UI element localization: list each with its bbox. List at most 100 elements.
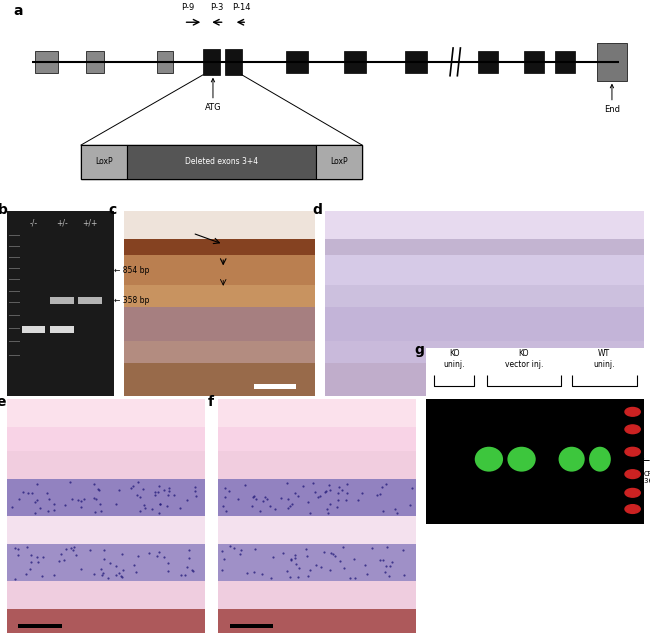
Point	[315, 491, 325, 501]
Point	[285, 500, 295, 511]
Point	[286, 555, 296, 566]
Point	[380, 567, 391, 577]
Point	[105, 557, 115, 567]
Point	[313, 491, 323, 502]
Bar	[127, 145, 316, 179]
Point	[384, 561, 395, 571]
Point	[44, 494, 54, 504]
Point	[25, 564, 35, 574]
Point	[353, 495, 363, 505]
Point	[38, 552, 48, 562]
Point	[251, 494, 261, 504]
Point	[324, 499, 335, 509]
Point	[42, 488, 52, 498]
Bar	[580, 384, 625, 389]
Point	[257, 497, 268, 507]
Ellipse shape	[474, 447, 503, 472]
Text: c: c	[108, 203, 116, 217]
Bar	[218, 610, 416, 633]
Point	[289, 553, 300, 564]
Point	[240, 480, 250, 490]
Point	[162, 490, 173, 500]
Point	[278, 548, 288, 558]
Bar	[218, 544, 416, 581]
Text: ← 358 bp: ← 358 bp	[114, 296, 150, 305]
Point	[287, 499, 297, 509]
Circle shape	[625, 488, 640, 497]
Bar	[325, 211, 644, 239]
Point	[337, 485, 347, 495]
Point	[60, 544, 71, 554]
Point	[342, 488, 352, 498]
Point	[191, 491, 202, 501]
Text: +/-: +/-	[57, 219, 68, 227]
Point	[218, 500, 228, 511]
Point	[34, 504, 45, 514]
Point	[14, 493, 24, 504]
Point	[302, 497, 313, 507]
Ellipse shape	[558, 447, 585, 472]
Point	[23, 488, 34, 498]
Point	[96, 564, 106, 574]
Circle shape	[625, 425, 640, 434]
Point	[76, 502, 86, 512]
Point	[221, 506, 231, 516]
Point	[307, 478, 318, 488]
Point	[359, 560, 370, 571]
Point	[189, 486, 200, 496]
Point	[154, 547, 164, 557]
Point	[27, 488, 38, 498]
Point	[399, 570, 410, 580]
Bar	[124, 307, 315, 341]
Point	[32, 551, 42, 562]
Point	[233, 494, 243, 504]
Point	[367, 543, 378, 553]
Point	[290, 550, 300, 560]
Circle shape	[625, 408, 640, 416]
Text: KO
vector inj.: KO vector inj.	[504, 350, 543, 369]
Bar	[124, 256, 315, 285]
Point	[179, 569, 190, 580]
Point	[72, 550, 82, 560]
Point	[9, 573, 20, 583]
Point	[49, 505, 59, 515]
Text: P-9: P-9	[181, 3, 194, 12]
Point	[190, 482, 200, 492]
Point	[94, 485, 105, 495]
Point	[260, 491, 270, 502]
Point	[154, 481, 164, 491]
Point	[224, 486, 234, 496]
Point	[322, 509, 333, 519]
Bar	[6, 479, 205, 516]
Bar	[218, 399, 416, 427]
Point	[162, 501, 172, 511]
Text: KO
uninj.: KO uninj.	[443, 350, 465, 369]
Bar	[124, 341, 315, 363]
Point	[133, 551, 144, 562]
Point	[298, 481, 308, 491]
Point	[155, 498, 166, 509]
Ellipse shape	[508, 447, 536, 472]
Point	[333, 495, 343, 505]
Point	[133, 477, 143, 488]
Point	[311, 560, 321, 571]
Text: End: End	[604, 84, 620, 114]
Point	[32, 495, 42, 505]
Point	[305, 566, 315, 576]
Point	[128, 481, 138, 491]
Bar	[81, 145, 362, 179]
Point	[76, 496, 86, 506]
Point	[49, 570, 60, 580]
Point	[376, 482, 387, 492]
Point	[13, 550, 23, 560]
Bar	[124, 211, 315, 239]
Point	[135, 505, 146, 516]
Bar	[225, 49, 242, 75]
Point	[372, 490, 382, 500]
Point	[294, 563, 304, 573]
Point	[97, 570, 107, 580]
Circle shape	[625, 447, 640, 456]
Text: -/-: -/-	[29, 219, 38, 227]
Point	[131, 567, 141, 578]
Point	[89, 493, 99, 504]
